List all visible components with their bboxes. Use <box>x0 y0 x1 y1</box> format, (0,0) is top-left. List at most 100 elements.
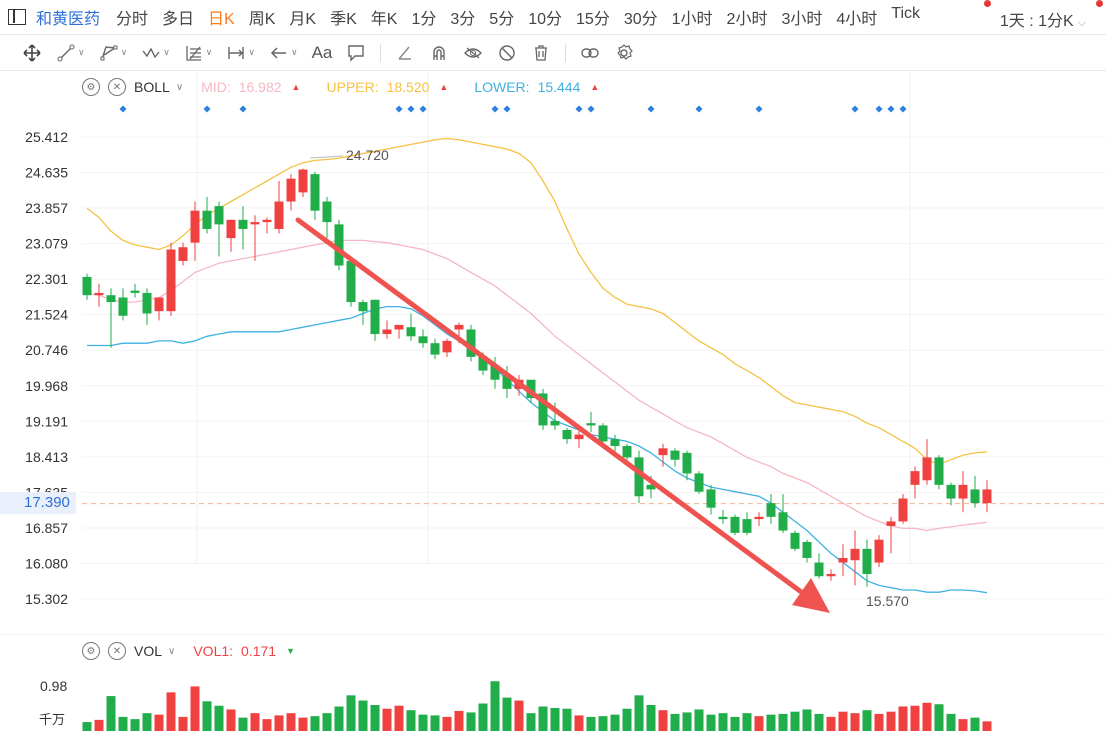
volume-bar <box>262 719 272 731</box>
period-tab[interactable]: 10分 <box>528 11 563 28</box>
vol-name: VOL <box>134 643 163 659</box>
vol-axis-unit-label: 千万 <box>39 712 65 727</box>
upper-value: 18.520 <box>386 79 430 95</box>
vol-legend: ⚙ ✕ VOL ∨ VOL1: 0.171 ▼ <box>82 642 321 660</box>
move-tool-button[interactable] <box>22 43 42 63</box>
volume-bar <box>526 713 536 731</box>
volume-bar <box>658 710 668 731</box>
period-select[interactable]: 1天 : 1分K ⌵ <box>1000 7 1086 31</box>
polyline-tool-button[interactable]: ∨ <box>99 43 127 63</box>
volume-bar <box>274 715 284 731</box>
candle-body <box>574 434 584 440</box>
volume-bar <box>322 713 332 731</box>
volume-bar <box>406 710 416 731</box>
indicator-close-icon[interactable]: ✕ <box>108 78 126 96</box>
y-axis-tick-label: 25.412 <box>25 129 68 145</box>
period-tab[interactable]: Tick <box>891 5 920 22</box>
period-tab[interactable]: 分时 <box>116 11 149 28</box>
volume-bar <box>886 711 896 731</box>
candle-body <box>322 201 332 223</box>
stock-name-tab[interactable]: 和黄医药 <box>36 11 101 28</box>
volume-bar <box>154 714 164 731</box>
volume-bar <box>334 706 344 731</box>
event-marker <box>647 105 655 113</box>
candle-body <box>910 471 920 485</box>
period-tab[interactable]: 2小时 <box>726 11 768 28</box>
wave-tool-button[interactable]: ∨ <box>141 43 170 63</box>
chevron-down-icon[interactable]: ∨ <box>175 81 184 93</box>
text-tool-button[interactable]: Aa <box>312 43 333 63</box>
ruler-tool-button[interactable] <box>395 43 415 63</box>
volume-bar <box>586 716 596 731</box>
period-tab[interactable]: 月K <box>289 11 317 28</box>
y-axis-tick-label: 22.301 <box>25 271 68 287</box>
volume-bar <box>874 713 884 731</box>
event-marker <box>755 105 763 113</box>
volume-bar <box>790 711 800 731</box>
candle-body <box>850 548 860 561</box>
upper-band-line <box>86 137 988 465</box>
candle-body <box>682 452 692 474</box>
y-axis-tick-label: 19.191 <box>25 413 68 429</box>
indicator-settings-icon[interactable]: ⚙ <box>82 642 100 660</box>
volume-bar <box>310 716 320 731</box>
link-tool-button[interactable] <box>580 43 600 63</box>
range-tool-button[interactable]: ∨ <box>226 43 255 63</box>
period-tab[interactable]: 3分 <box>450 11 476 28</box>
candle-body <box>202 210 212 229</box>
candle-body <box>214 206 224 225</box>
volume-bar <box>958 719 968 731</box>
volume-bar <box>778 713 788 731</box>
candle-body <box>802 541 812 558</box>
volume-chart[interactable]: 0.98 千万 <box>0 634 1106 736</box>
volume-bar <box>982 721 992 731</box>
line-tool-button[interactable]: ∨ <box>56 43 85 63</box>
indicator-close-icon[interactable]: ✕ <box>108 642 126 660</box>
boll-legend: ⚙ ✕ BOLL ∨ MID: 16.982 ▲ UPPER: 18.520 ▲… <box>82 78 625 96</box>
mid-band-line <box>86 239 988 532</box>
y-axis-tick-label: 18.413 <box>25 449 68 465</box>
note-tool-button[interactable] <box>346 43 366 63</box>
mid-value: 16.982 <box>238 79 282 95</box>
indicator-settings-icon[interactable]: ⚙ <box>82 78 100 96</box>
volume-bar <box>358 700 368 731</box>
chart-settings-button[interactable] <box>614 43 634 63</box>
period-tab[interactable]: 年K <box>370 11 398 28</box>
period-tab[interactable]: 3小时 <box>781 11 823 28</box>
magnet-tool-button[interactable] <box>429 43 449 63</box>
event-marker <box>887 105 895 113</box>
candle-body <box>250 222 260 225</box>
event-marker <box>851 105 859 113</box>
volume-bar <box>574 715 584 731</box>
candle-body <box>550 420 560 426</box>
period-tab[interactable]: 周K <box>248 11 276 28</box>
panel-toggle-icon[interactable] <box>8 9 26 25</box>
price-chart[interactable]: 24.720 15.570 25.412 24.635 23.857 23.079 22… <box>0 72 1106 634</box>
hide-icon <box>499 44 516 61</box>
chevron-down-icon[interactable]: ∨ <box>168 645 176 657</box>
period-tab-bar: 和黄医药 分时 多日 日K 周K 月K 季K 年K 1分 3分 5分 10分 15分 30分 1小时 2小时… <box>0 0 1106 35</box>
delete-tool-button[interactable] <box>531 43 551 63</box>
period-tab[interactable]: 多日 <box>162 11 195 28</box>
period-tab[interactable]: 15分 <box>576 11 610 28</box>
period-tab[interactable]: 4小时 <box>836 11 878 28</box>
volume-bar <box>754 716 764 731</box>
hide-tool-button[interactable] <box>497 43 517 63</box>
period-tab[interactable]: 1小时 <box>671 11 713 28</box>
chevron-down-icon: ∨ <box>205 47 213 57</box>
eye-tool-button[interactable] <box>463 43 483 63</box>
lower-value: 15.444 <box>537 79 581 95</box>
period-tab[interactable]: 日K <box>208 11 235 28</box>
eraser-line-icon <box>398 46 412 60</box>
arrow-tool-button[interactable]: ∨ <box>269 43 298 63</box>
candle-body <box>82 276 92 296</box>
y-axis-labels: 25.412 24.635 23.857 23.079 22.301 21.524 20.7… <box>25 129 68 607</box>
volume-bar <box>82 722 92 731</box>
period-tab[interactable]: 5分 <box>489 11 515 28</box>
fib-tool-button[interactable]: ∨ <box>184 43 213 63</box>
period-tab[interactable]: 季K <box>330 11 357 28</box>
candlestick-series <box>82 168 992 587</box>
period-tab[interactable]: 30分 <box>623 11 658 28</box>
period-tab[interactable]: 1分 <box>411 11 437 28</box>
volume-bar <box>622 708 632 731</box>
